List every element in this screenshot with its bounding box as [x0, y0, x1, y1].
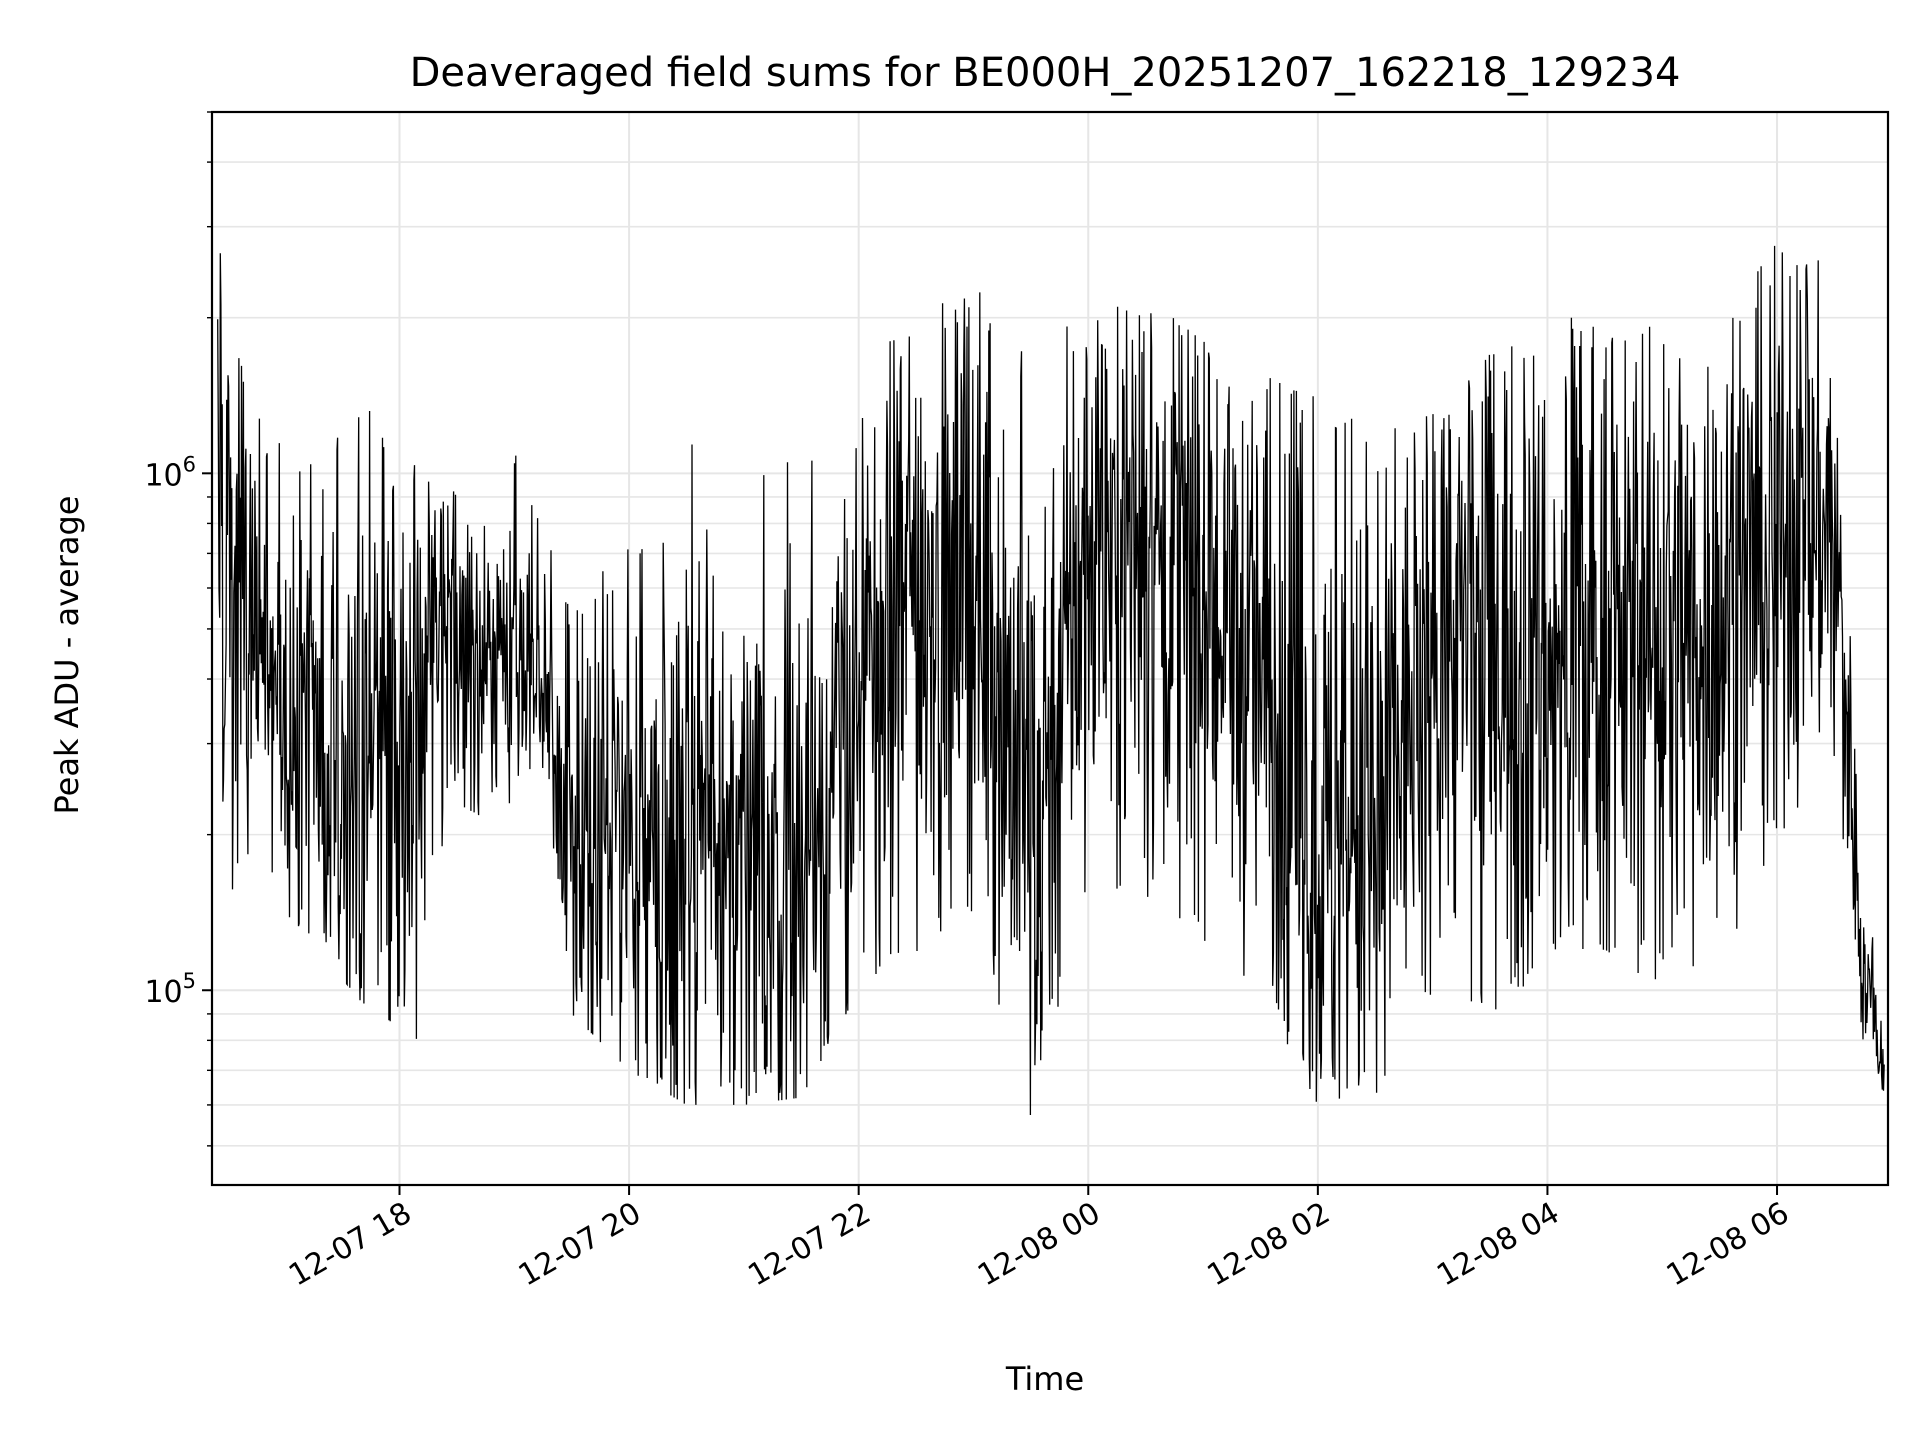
axes-frame: [210, 110, 1890, 1187]
y-axis-title: Peak ADU - average: [48, 496, 86, 815]
x-axis-title: Time: [1005, 1360, 1084, 1398]
series-line: [217, 245, 1885, 1116]
y-tick-label: 105: [144, 969, 196, 1010]
y-tick-base: 10: [144, 975, 182, 1010]
y-tick-label: 106: [144, 452, 196, 493]
plot-area: [217, 245, 1885, 1116]
chart-title: Deaveraged field sums for BE000H_2025120…: [410, 50, 1681, 96]
y-tick-base: 10: [144, 458, 182, 493]
y-tick-exponent: 6: [183, 452, 196, 476]
y-tick-exponent: 5: [183, 969, 196, 993]
